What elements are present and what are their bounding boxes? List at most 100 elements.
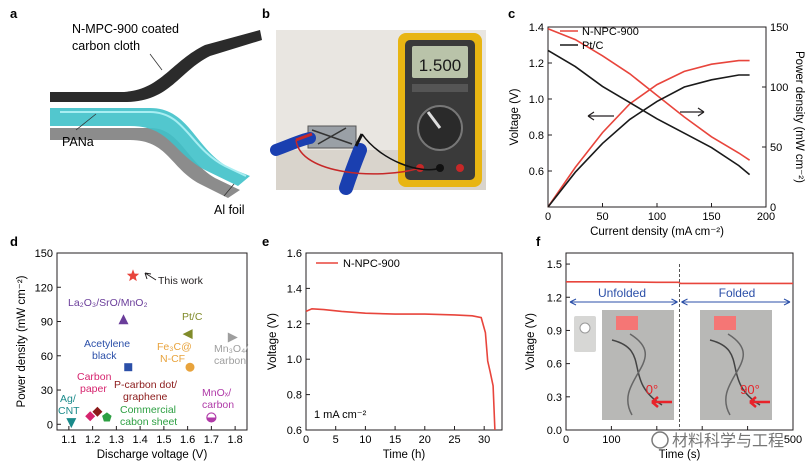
angle-unfolded: 0° [646,382,658,397]
carbon-cloth-layer [50,30,262,102]
x-tick-label: 0 [303,434,309,446]
led-bulb-icon [574,316,596,352]
x-axis-label: Time (s) [659,449,701,461]
y-tick-label: 1.2 [547,292,562,304]
annot-acetylene-1: Acetylene [84,338,130,350]
label-cloth-line1: N-MPC-900 coated [72,22,179,36]
y-tick-label: 0.8 [529,130,544,142]
panel-letter-b: b [262,6,270,21]
legend-label: N-NPC-900 [343,258,400,270]
annot-current-density: 1 mA cm⁻² [314,409,367,421]
y-tick-label: 0.8 [287,390,302,402]
cloth-leader-line [149,53,163,71]
x-tick-label: 0 [545,211,551,223]
panel-f: f 0 100 500 0.0 0.3 0.6 0.9 1.2 1.5 Time (s) Volta… [525,234,802,461]
plot-frame [547,26,767,208]
watermark-icon [651,431,669,449]
al-foil-layer [50,128,240,198]
left-axis-arrow [587,111,614,121]
y-tick-label: 0 [47,419,53,431]
panel-letter-f: f [536,234,541,249]
annot-carbon-paper-1: Carbon [77,371,112,383]
annot-mn3o4-2: carbon [214,355,246,367]
this-work-arrow [144,272,157,281]
y-tick-label: 0.0 [547,425,562,437]
multimeter-display [412,46,468,78]
y-tick-label: 150 [35,248,53,260]
marker-ag-cnt [66,418,77,429]
y-tick-label: 1.2 [529,58,544,70]
annot-mnox-2: carbon [202,399,234,411]
x-tick-label: 20 [419,434,431,446]
right-axis-arrow [680,107,705,117]
legend-label: N-NPC-900 [582,26,639,38]
x-tick-label: 100 [648,211,666,223]
x-tick-label: 1.7 [204,434,219,446]
watermark-text: 材料科学与工程 [672,432,784,450]
marker-carbon-paper [85,411,96,422]
plot-frame [305,252,503,431]
y2-tick-label: 100 [770,82,788,94]
annot-ptc: Pt/C [182,311,203,323]
pana-electrolyte-layer [50,108,250,186]
label-cloth-line2: carbon cloth [72,39,140,53]
marker-fe3c-n-cf [185,362,195,372]
x-tick-label: 1.2 [85,434,100,446]
arrow-unfolded [651,396,672,408]
unfolded-span-arrow [569,298,678,306]
series-line-1 [547,59,750,208]
panel-b: b 1.500 [262,6,486,195]
panel-letter-c: c [508,6,515,21]
x-tick-label: 200 [757,211,775,223]
y-axis-label: Voltage (V) [525,313,537,370]
y-tick-label: 60 [41,351,53,363]
series-line-0 [566,280,793,285]
x-tick-label: 0 [563,434,569,446]
y-tick-label: 1.4 [529,22,544,34]
dial-pointer [426,111,442,129]
annot-mn3o4-1: Mn₃O₄/ [214,343,248,355]
wire2-unfolded [627,333,646,416]
y2-axis-label: Power density (mW cm⁻²) [793,51,805,183]
jack-red-2 [456,164,464,172]
y2-tick-label: 0 [770,202,776,214]
series-line-3 [547,74,750,208]
wire-folded [709,339,761,406]
x-tick-label: 5 [333,434,339,446]
probe-black [354,133,364,147]
x-axis-label: Discharge voltage (V) [97,449,208,461]
x-tick-label: 1.3 [109,434,124,446]
panel-a: a N-MPC-900 coated carbon cloth PANa Al … [10,6,262,217]
annot-this-work: This work [158,275,204,287]
annot-fe3c-1: Fe₃C@ [157,341,192,353]
y-tick-label: 0.6 [529,166,544,178]
multimeter-reading: 1.500 [419,56,462,75]
x-tick-label: 1.1 [61,434,76,446]
x-tick-label: 1.4 [132,434,147,446]
panel-letter-a: a [10,6,18,21]
x-tick-label: 50 [596,211,608,223]
label-unfolded: Unfolded [598,286,646,300]
y-tick-label: 0.3 [547,392,562,404]
angle-folded: 90° [740,382,760,397]
y-tick-label: 90 [41,317,53,329]
y-axis-label: Power density (mW cm⁻²) [16,275,28,407]
legend-label: Pt/C [582,40,603,52]
x-tick-label: 15 [389,434,401,446]
x-tick-label: 25 [448,434,460,446]
marker-this-work [126,269,140,282]
series-line-0 [305,307,496,431]
x-tick-label: 1.5 [156,434,171,446]
annot-ag-2: CNT [58,405,80,417]
annot-pcarbon-1: P-carbon dot/ [114,379,177,391]
glove-right [339,143,367,195]
y2-tick-label: 150 [770,22,788,34]
marker-commercial-cabon-sheet [102,412,112,422]
panel-d: d 1.1 1.2 1.3 1.4 1.5 1.6 1.7 1.8 0 30 60 90 120 150 D… [10,234,248,461]
led-glow-unfolded [616,316,638,330]
y-tick-label: 1.6 [287,248,302,260]
y-tick-label: 1.5 [547,259,562,271]
x-tick-label: 30 [478,434,490,446]
x-tick-label: 10 [359,434,371,446]
